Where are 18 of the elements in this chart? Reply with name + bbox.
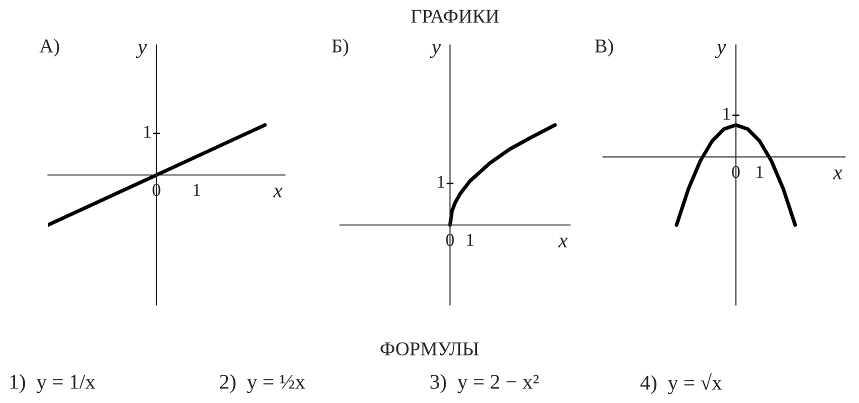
x-axis-title: x xyxy=(558,238,568,248)
x-axis-title: x xyxy=(832,170,842,180)
text: В) xyxy=(594,38,613,57)
y-axis-title: y xyxy=(430,44,441,58)
text: 2) y = ½x xyxy=(220,374,306,394)
annotation: 1 xyxy=(144,126,151,138)
y-axis-title: y xyxy=(136,44,147,58)
y-axis-title: y xyxy=(714,44,726,58)
chart-title: ГРАФИКИ xyxy=(411,10,499,23)
x-axis-title: x xyxy=(273,188,282,198)
text: 3) y = 2 − x² xyxy=(430,374,539,394)
text: 4) y = √x xyxy=(640,373,722,394)
text: Б) xyxy=(332,38,348,57)
text: ФОРМУЛЫ xyxy=(380,342,479,356)
annotation: 1 xyxy=(438,176,444,188)
text: 1) y = 1/x xyxy=(10,374,96,394)
text: А) xyxy=(40,38,60,57)
text: 1 xyxy=(724,108,730,120)
